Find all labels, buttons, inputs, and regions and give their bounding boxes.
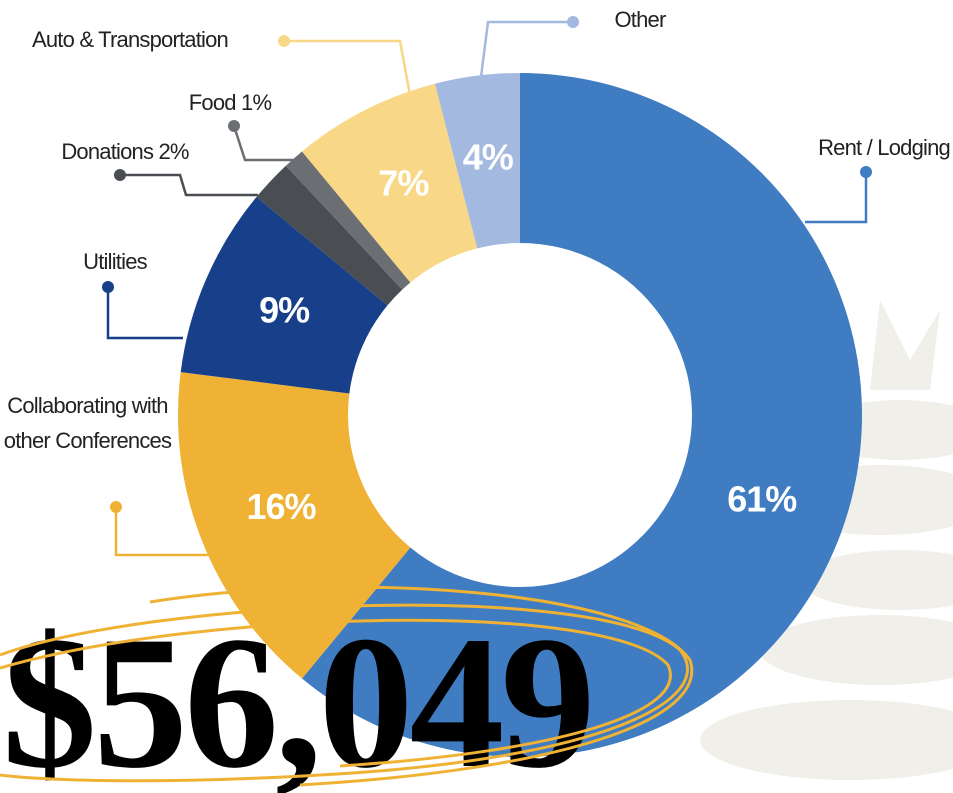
leader-dot bbox=[110, 501, 122, 513]
leader-dot bbox=[567, 16, 579, 28]
value-label: 7% bbox=[378, 163, 429, 204]
leader-line bbox=[284, 41, 410, 95]
leader-dot bbox=[860, 166, 872, 178]
value-label: 4% bbox=[463, 137, 514, 178]
leader-dot bbox=[114, 169, 126, 181]
category-label: Donations 2% bbox=[40, 134, 210, 169]
value-label: 61% bbox=[727, 479, 797, 520]
leader-dot bbox=[278, 35, 290, 47]
category-label: Other bbox=[600, 2, 680, 37]
infographic: 61% 16% 9% 7% 4% Other Auto & Transportation F… bbox=[0, 0, 953, 793]
category-label: Food 1% bbox=[170, 85, 290, 120]
leader-dot bbox=[102, 281, 114, 293]
leader-line bbox=[805, 172, 866, 222]
leader-dot bbox=[228, 120, 240, 132]
category-label: Rent / Lodging bbox=[790, 130, 950, 165]
leader-line bbox=[120, 175, 258, 195]
value-label: 16% bbox=[247, 486, 317, 527]
category-label: Utilities bbox=[60, 244, 170, 279]
value-label: 9% bbox=[259, 289, 310, 330]
category-label: Collaborating with other Conferences bbox=[0, 388, 175, 458]
total-amount: $56,049 bbox=[2, 608, 592, 793]
leader-line bbox=[108, 287, 183, 338]
category-label: Auto & Transportation bbox=[5, 22, 255, 57]
leader-line bbox=[234, 126, 295, 160]
